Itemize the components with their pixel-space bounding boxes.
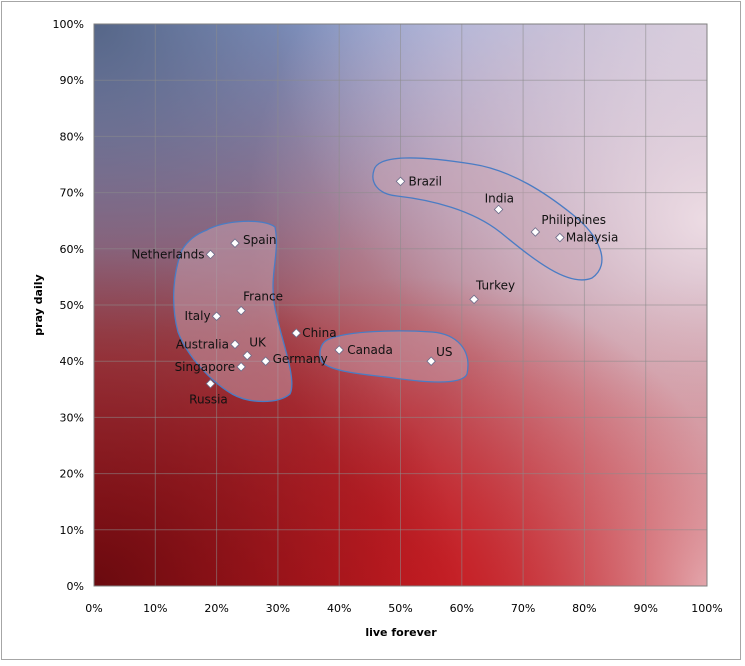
- x-tick-label: 90%: [633, 602, 657, 615]
- point-marker-spain: [230, 238, 240, 248]
- x-tick-label: 20%: [204, 602, 228, 615]
- point-marker-italy: [211, 311, 222, 322]
- point-label-us: US: [436, 345, 452, 359]
- y-tick-label: 20%: [60, 468, 84, 481]
- point-label-singapore: Singapore: [175, 360, 236, 374]
- point-label-russia: Russia: [189, 393, 228, 407]
- x-axis-title: live forever: [365, 626, 437, 639]
- cluster-outline-europe: [172, 220, 293, 403]
- point-label-malaysia: Malaysia: [566, 231, 618, 245]
- point-label-philippines: Philippines: [541, 213, 606, 227]
- y-tick-label: 30%: [60, 411, 84, 424]
- point-marker-france: [236, 305, 246, 316]
- point-label-turkey: Turkey: [475, 278, 515, 292]
- point-marker-canada: [334, 345, 344, 355]
- y-tick-label: 60%: [60, 243, 84, 256]
- y-tick-label: 40%: [60, 355, 84, 368]
- point-marker-russia: [205, 378, 216, 389]
- point-label-australia: Australia: [176, 337, 229, 351]
- x-tick-label: 100%: [691, 602, 722, 615]
- gridlines: [93, 23, 708, 587]
- point-label-brazil: Brazil: [409, 174, 443, 188]
- y-tick-label: 80%: [60, 130, 84, 143]
- x-tick-label: 30%: [266, 602, 290, 615]
- point-marker-brazil: [395, 176, 406, 187]
- x-tick-label: 60%: [450, 602, 474, 615]
- data-points: [205, 176, 565, 389]
- point-label-italy: Italy: [185, 309, 211, 323]
- cluster-outlines: [172, 157, 603, 403]
- y-tick-label: 50%: [60, 299, 84, 312]
- y-tick-label: 10%: [60, 524, 84, 537]
- x-tick-label: 80%: [572, 602, 596, 615]
- point-label-uk: UK: [249, 336, 267, 350]
- point-marker-philippines: [530, 227, 541, 237]
- point-labels: Brazil India Philippines Malaysia Turkey Neth…: [131, 174, 618, 406]
- point-label-france: France: [243, 290, 283, 304]
- point-marker-australia: [230, 339, 240, 350]
- point-marker-turkey: [469, 294, 479, 305]
- y-tick-label: 0%: [67, 580, 84, 593]
- point-marker-india: [493, 204, 504, 215]
- point-marker-singapore: [236, 362, 246, 372]
- point-marker-malaysia: [555, 232, 565, 243]
- point-marker-uk: [242, 350, 253, 361]
- x-axis-tick-labels: 0% 10% 20% 30% 40% 50% 60% 70% 80% 90% 100%: [85, 602, 722, 615]
- point-marker-china: [291, 328, 302, 338]
- y-axis-title: pray daily: [32, 274, 45, 335]
- point-marker-germany: [260, 356, 271, 366]
- point-label-netherlands: Netherlands: [131, 247, 204, 261]
- point-marker-netherlands: [205, 249, 216, 260]
- point-label-india: India: [485, 191, 514, 205]
- x-tick-label: 10%: [143, 602, 167, 615]
- cluster-outline-high-belief: [372, 157, 603, 281]
- point-label-china: China: [302, 326, 336, 340]
- x-tick-label: 0%: [85, 602, 102, 615]
- x-tick-label: 70%: [511, 602, 535, 615]
- point-marker-us: [426, 356, 436, 366]
- point-label-germany: Germany: [273, 352, 328, 366]
- cluster-outline-north-america: [319, 330, 469, 383]
- point-label-canada: Canada: [347, 343, 393, 357]
- y-tick-label: 70%: [60, 187, 84, 200]
- y-tick-label: 100%: [53, 18, 84, 31]
- y-tick-label: 90%: [60, 74, 84, 87]
- y-axis-tick-labels: 0% 10% 20% 30% 40% 50% 60% 70% 80% 90% 100%: [53, 18, 84, 593]
- x-tick-label: 40%: [327, 602, 351, 615]
- plot-area-border: [93, 23, 708, 587]
- x-tick-label: 50%: [388, 602, 412, 615]
- point-label-spain: Spain: [243, 233, 277, 247]
